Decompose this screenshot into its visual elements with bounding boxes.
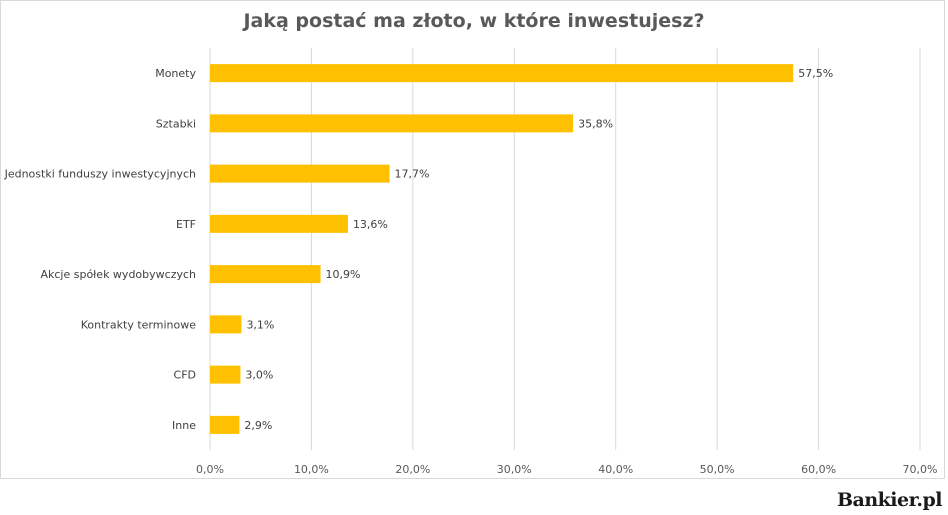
- x-tick-label: 20,0%: [395, 463, 430, 476]
- bar: [210, 114, 574, 133]
- x-tick-label: 50,0%: [700, 463, 735, 476]
- data-label: 10,9%: [326, 268, 361, 281]
- category-label: CFD: [174, 369, 196, 382]
- category-label: Sztabki: [156, 117, 196, 130]
- category-label: ETF: [176, 218, 196, 231]
- data-label: 17,7%: [395, 168, 430, 181]
- data-label: 3,0%: [245, 369, 273, 382]
- bar: [210, 164, 390, 183]
- x-tick-label: 0,0%: [196, 463, 224, 476]
- category-label: Jednostki funduszy inwestycyjnych: [4, 168, 196, 181]
- category-label: Kontrakty terminowe: [81, 318, 197, 331]
- bar: [210, 365, 241, 384]
- category-label: Akcje spółek wydobywczych: [40, 268, 196, 281]
- x-tick-label: 10,0%: [294, 463, 329, 476]
- bar: [210, 64, 794, 83]
- bar: [210, 415, 240, 434]
- bar: [210, 315, 242, 334]
- category-label: Monety: [155, 67, 196, 80]
- chart-title: Jaką postać ma złoto, w które inwestujes…: [243, 10, 705, 32]
- data-label: 35,8%: [578, 117, 613, 130]
- bar: [210, 265, 321, 284]
- bankier-logo: Bankier.pl: [836, 489, 943, 511]
- bar-chart: 0,0% 10,0% 20,0% 30,0% 40,0% 50,0% 60,0% 70,0% M…: [4, 48, 938, 476]
- x-tick-label: 40,0%: [598, 463, 633, 476]
- category-label: Inne: [172, 419, 196, 432]
- data-label: 2,9%: [244, 419, 272, 432]
- data-label: 57,5%: [798, 67, 833, 80]
- x-tick-label: 60,0%: [801, 463, 836, 476]
- data-label: 13,6%: [353, 218, 388, 231]
- bar: [210, 214, 348, 233]
- x-tick-label: 30,0%: [497, 463, 532, 476]
- data-label: 3,1%: [246, 318, 274, 331]
- x-tick-label: 70,0%: [903, 463, 938, 476]
